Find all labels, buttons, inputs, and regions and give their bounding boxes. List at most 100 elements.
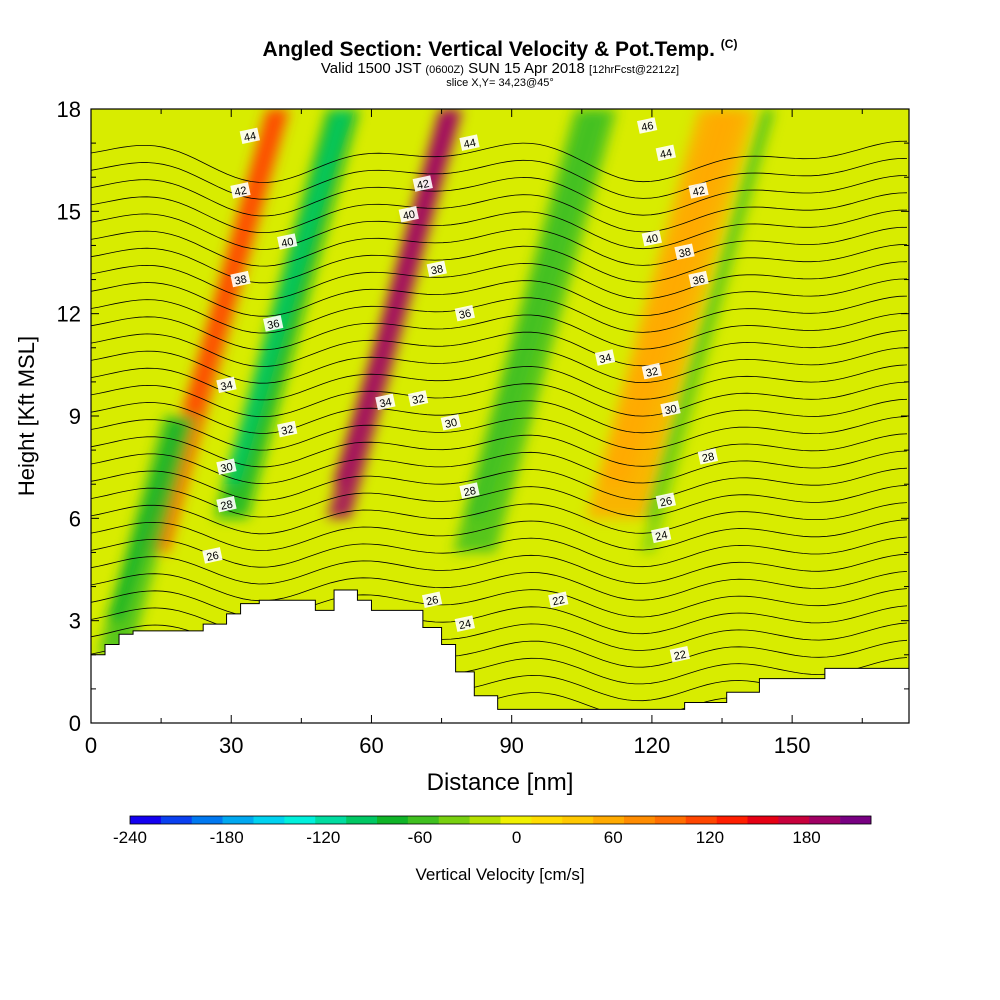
chart-title-text: Angled Section: Vertical Velocity & Pot.… <box>262 38 715 61</box>
terrain-mask <box>91 589 909 723</box>
isentrope-line <box>91 571 908 602</box>
isentrope-line <box>91 330 908 367</box>
isentrope-label: 34 <box>216 376 237 393</box>
isentrope-line <box>91 312 908 351</box>
valid-time-text: Valid 1500 JST <box>320 60 422 77</box>
isentrope-label-text: 28 <box>701 451 715 465</box>
isentrope-label: 34 <box>594 349 616 366</box>
isentrope-label: 22 <box>669 646 691 663</box>
isentrope-label-bg <box>454 304 475 322</box>
isentrope-label-text: 36 <box>266 318 280 332</box>
isentrope-line <box>91 519 908 551</box>
isentrope-label: 38 <box>230 270 251 288</box>
isentrope-line <box>91 226 908 267</box>
velocity-band-core <box>643 109 773 519</box>
isentrope-line <box>91 364 908 401</box>
colorbar-swatch <box>377 816 409 824</box>
x-tick-labels: 0 30 60 90 120 150 <box>85 733 811 758</box>
isentrope-label-text: 34 <box>598 352 612 366</box>
isentrope-label-text: 40 <box>402 209 416 223</box>
velocity-band <box>640 109 776 553</box>
isentrope-label-bg <box>641 362 662 380</box>
chart-title-mark: (C) <box>720 37 738 51</box>
isentrope-label-bg <box>407 390 429 407</box>
isentrope-label-text: 24 <box>654 529 668 543</box>
isentrope-label-bg <box>277 233 298 250</box>
isentrope-label: 32 <box>277 420 298 438</box>
colorbar-swatch <box>654 816 687 824</box>
isentrope-line <box>91 433 908 468</box>
isentrope-label-bg <box>651 526 672 544</box>
isentrope-label: 36 <box>263 315 284 332</box>
valid-time-line: Valid 1500 JST (0600Z) SUN 15 Apr 2018 [… <box>0 60 1000 77</box>
isentrope-label-bg <box>412 175 433 192</box>
isentrope-label-bg <box>239 127 260 145</box>
colorbar-swatch <box>191 816 223 824</box>
colorbar-swatch <box>593 816 625 824</box>
isentrope-label: 26 <box>421 591 443 608</box>
isentrope-label-text: 36 <box>458 308 472 322</box>
isentrope-label-text: 30 <box>444 417 458 431</box>
y-tick-label: 6 <box>69 506 81 531</box>
isentrope-line <box>91 278 908 317</box>
velocity-band-core <box>463 109 607 519</box>
isentrope-label-bg <box>277 420 298 438</box>
isentrope-label-bg <box>548 591 569 608</box>
x-axis-label: Distance [nm] <box>427 769 574 796</box>
isentrope-label-text: 44 <box>463 137 477 151</box>
isentrope-label: 38 <box>674 243 695 260</box>
isentrope-label-text: 42 <box>416 178 430 192</box>
isentrope-label-text: 36 <box>692 273 706 287</box>
colorbar-swatch <box>624 816 656 824</box>
isentrope-line <box>91 467 908 501</box>
isentrope-label-bg <box>660 400 681 417</box>
isentrope-label: 40 <box>277 233 298 250</box>
colorbar-frame <box>129 815 872 825</box>
colorbar-label: Vertical Velocity [cm/s] <box>415 865 584 884</box>
colorbar-tick-label: -120 <box>306 828 340 847</box>
isentrope-label-bg <box>398 206 419 223</box>
isentrope-label: 24 <box>454 615 475 632</box>
isentrope-line <box>91 244 908 284</box>
velocity-field <box>98 109 776 655</box>
x-tick-label: 0 <box>85 733 97 758</box>
isentrope-label: 34 <box>375 393 396 410</box>
isentrope-label: 28 <box>216 495 237 513</box>
isentrope-label-text: 24 <box>458 618 472 632</box>
isentrope-label-bg <box>426 260 447 278</box>
isentrope-line <box>91 158 908 200</box>
x-tick-label: 150 <box>774 733 811 758</box>
isentrope-label: 42 <box>230 182 251 199</box>
isentrope-label-text: 40 <box>645 232 659 246</box>
isentrope-label: 24 <box>651 526 672 544</box>
forecast-info-text: [12hrFcst@2212z] <box>589 64 680 76</box>
y-tick-label: 12 <box>57 302 81 327</box>
isentrope-label: 36 <box>454 304 475 322</box>
isentrope-line <box>91 192 908 233</box>
y-tick-label: 0 <box>69 711 81 736</box>
isentrope-line <box>91 347 908 384</box>
isentrope-label: 38 <box>426 260 447 278</box>
isentrope-label-text: 38 <box>430 263 444 277</box>
isentrope-label: 26 <box>202 547 223 564</box>
isentrope-label-bg <box>688 270 709 288</box>
isentrope-label-bg <box>641 229 662 247</box>
isentrope-label: 36 <box>688 270 709 288</box>
velocity-band-core <box>106 416 188 621</box>
x-tick-label: 30 <box>219 733 243 758</box>
isentrope-label-text: 26 <box>206 550 220 564</box>
isentrope-label: 46 <box>636 117 658 134</box>
isentrope-label-text: 30 <box>664 403 678 417</box>
colorbar-tick-labels: -240 -180 -120 -60 0 60 120 180 <box>113 828 821 847</box>
colorbar-swatch <box>747 816 779 824</box>
colorbar-tick-label: 0 <box>512 828 521 847</box>
isentrope-line <box>91 536 908 568</box>
isentrope-line <box>91 588 908 618</box>
colorbar-tick-label: 60 <box>604 828 623 847</box>
isentrope-line <box>91 398 908 434</box>
colorbar-tick-label: -240 <box>113 828 147 847</box>
isentrope-line <box>91 450 908 485</box>
axis-ticks <box>91 109 909 723</box>
